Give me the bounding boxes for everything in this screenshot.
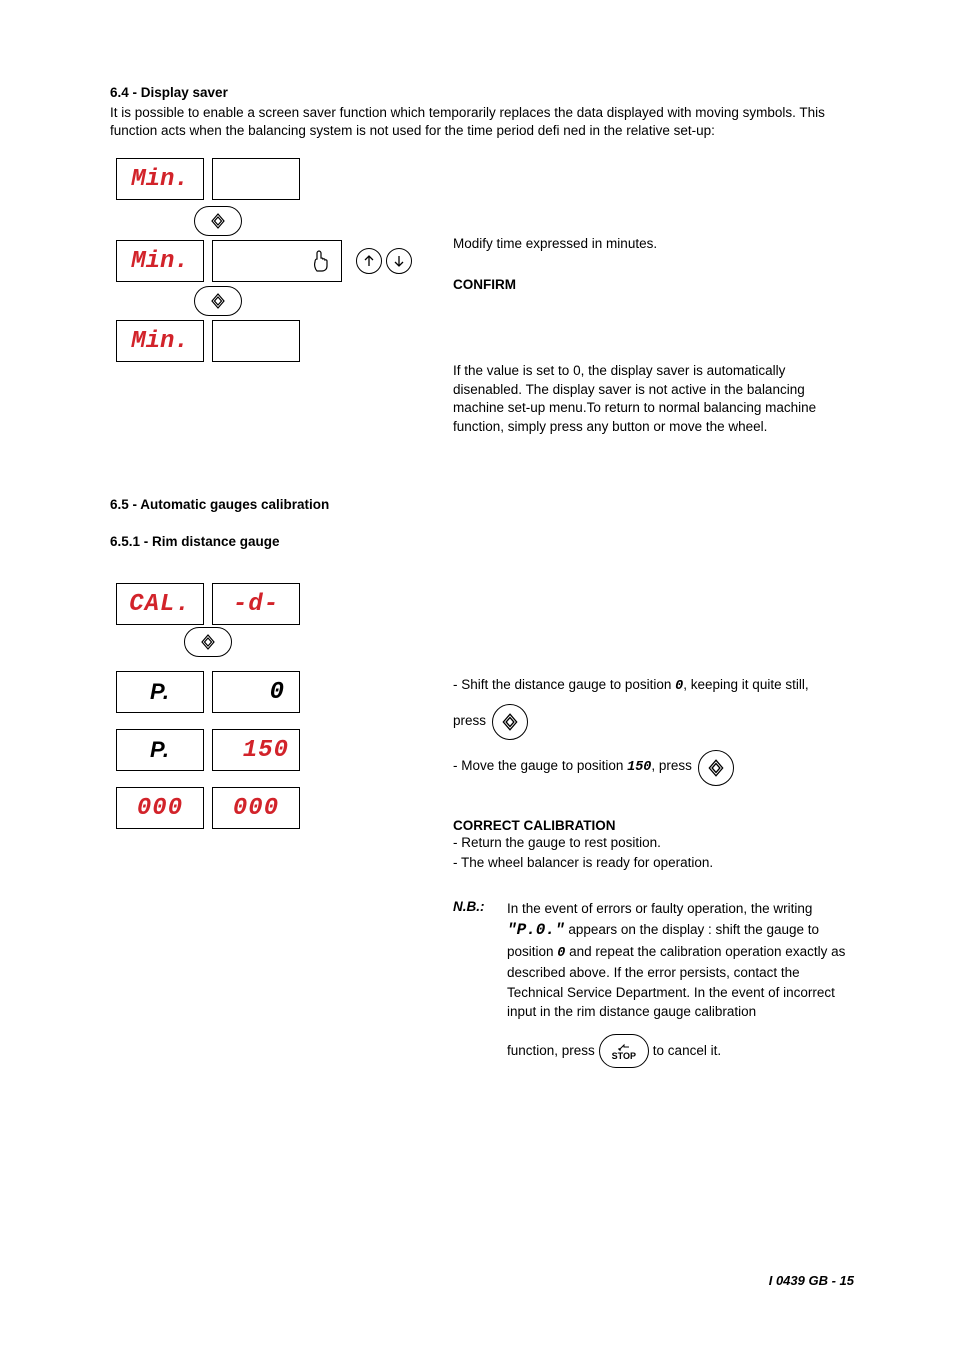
stop-button[interactable]: STOP	[599, 1034, 649, 1068]
section-6-5-1-title: 6.5.1 - Rim distance gauge	[110, 534, 854, 549]
seg-display-left: Min.	[116, 320, 204, 362]
seg-p150-left: P.	[116, 729, 204, 771]
section-6-4-intro: It is possible to enable a screen saver …	[110, 104, 854, 140]
section-6-4-title: 6.4 - Display saver	[110, 85, 854, 100]
section-6-5-title: 6.5 - Automatic gauges calibration	[110, 497, 854, 512]
seg-display-right-wide	[212, 240, 342, 282]
seg-display-left: Min.	[116, 240, 204, 282]
diamond-arrow-button[interactable]	[698, 750, 734, 786]
seg-p-right: 0	[212, 671, 300, 713]
page-footer: I 0439 GB - 15	[769, 1273, 854, 1288]
seg-display-right	[212, 158, 300, 200]
seg-p-left: P.	[116, 671, 204, 713]
display-saver-block: Min. Min.	[110, 158, 854, 437]
correct-cal-line-2: - The wheel balancer is ready for operat…	[453, 853, 854, 873]
down-arrow-button[interactable]	[386, 248, 412, 274]
seg-cal-right: -d-	[212, 583, 300, 625]
confirm-label: CONFIRM	[453, 277, 854, 292]
diamond-arrow-button[interactable]	[184, 627, 232, 657]
seg-p150-right: 150	[212, 729, 300, 771]
seg-000-left: 000	[116, 787, 204, 829]
calibration-step-1: - Shift the distance gauge to position 0…	[453, 675, 854, 697]
modify-time-text: Modify time expressed in minutes.	[453, 234, 854, 254]
nb-block: N.B.: In the event of errors or faulty o…	[453, 899, 854, 1068]
seg-display-right	[212, 320, 300, 362]
correct-calibration-title: CORRECT CALIBRATION	[453, 818, 854, 833]
seg-cal-left: CAL.	[116, 583, 204, 625]
seg-display-left: Min.	[116, 158, 204, 200]
calibration-step-2: - Move the gauge to position 150, press	[453, 750, 854, 786]
press-label: press	[453, 711, 486, 731]
document-page: 6.4 - Display saver It is possible to en…	[0, 0, 954, 1350]
diamond-arrow-button[interactable]	[194, 286, 242, 316]
correct-cal-line-1: - Return the gauge to rest position.	[453, 833, 854, 853]
diamond-arrow-button[interactable]	[194, 206, 242, 236]
seg-000-right: 000	[212, 787, 300, 829]
display-saver-note: If the value is set to 0, the display sa…	[453, 362, 854, 438]
calibration-block: CAL. -d- P. 0 P. 150 000 000	[110, 575, 854, 1068]
hand-icon	[311, 249, 331, 273]
nb-label: N.B.:	[453, 899, 485, 914]
diamond-arrow-button[interactable]	[492, 704, 528, 740]
cursor-icon	[617, 1042, 631, 1052]
up-arrow-button[interactable]	[356, 248, 382, 274]
